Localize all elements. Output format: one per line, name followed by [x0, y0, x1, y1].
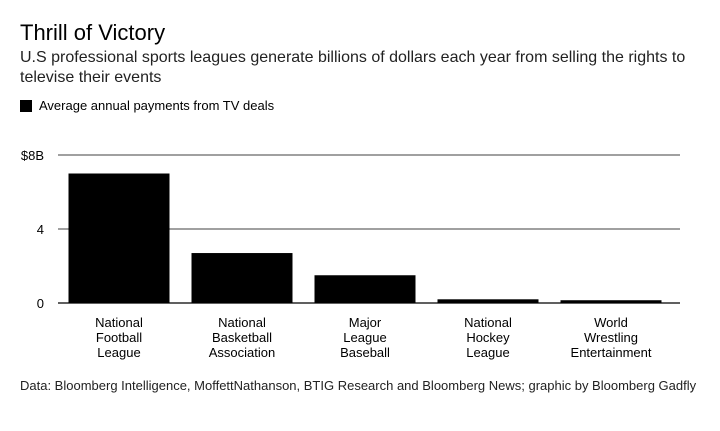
chart-title: Thrill of Victory: [20, 20, 166, 45]
bar-4: [560, 300, 662, 303]
bars: [68, 173, 662, 303]
chart-subtitle: U.S professional sports leagues generate…: [20, 49, 686, 86]
x-category-label: Wrestling: [584, 330, 638, 345]
legend-label: Average annual payments from TV deals: [39, 98, 275, 113]
bar-1: [191, 253, 293, 303]
x-category-label: Basketball: [212, 330, 272, 345]
bar-3: [437, 299, 539, 303]
x-category-label: World: [594, 315, 628, 330]
category-labels: NationalFootballLeagueNationalBasketball…: [95, 315, 652, 360]
x-category-label: Football: [96, 330, 142, 345]
legend-swatch: [20, 100, 32, 112]
x-category-label: Major: [349, 315, 382, 330]
x-category-label: League: [97, 345, 140, 360]
x-category-label: Entertainment: [571, 345, 652, 360]
bar-0: [68, 173, 170, 303]
bar-2: [314, 275, 416, 303]
y-tick-label: $8B: [21, 148, 44, 163]
x-category-label: League: [466, 345, 509, 360]
x-category-label: Hockey: [466, 330, 510, 345]
x-category-label: National: [218, 315, 266, 330]
x-category-label: League: [343, 330, 386, 345]
x-category-label: National: [95, 315, 143, 330]
x-category-label: Baseball: [340, 345, 390, 360]
y-tick-label: 0: [37, 296, 44, 311]
legend: Average annual payments from TV deals: [20, 98, 274, 114]
x-category-label: National: [464, 315, 512, 330]
source-note: Data: Bloomberg Intelligence, MoffettNat…: [20, 378, 697, 393]
x-category-label: Association: [209, 345, 275, 360]
y-tick-label: 4: [37, 222, 44, 237]
